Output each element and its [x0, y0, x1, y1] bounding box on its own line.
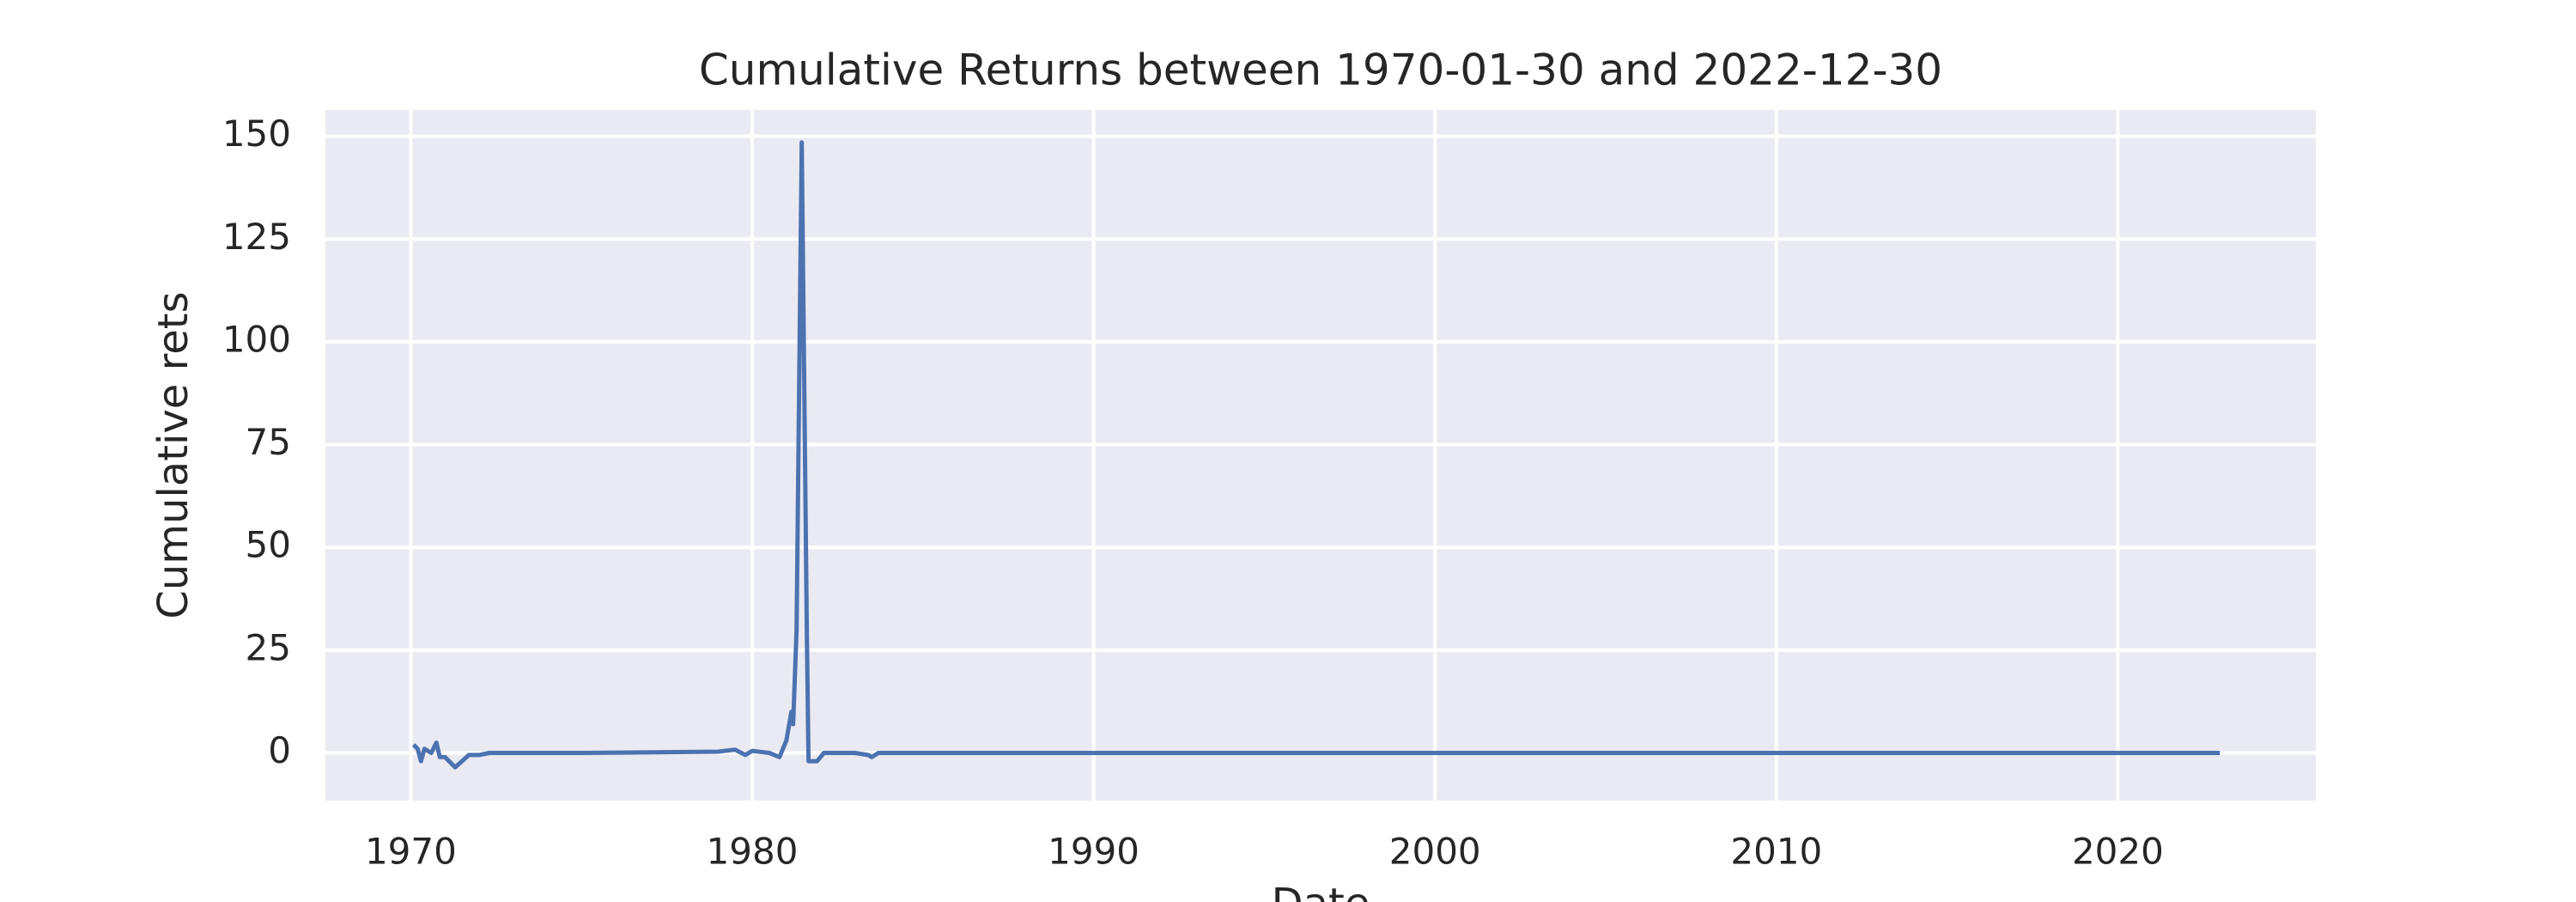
y-tick-label: 25	[246, 626, 291, 668]
y-tick-label: 150	[222, 113, 291, 155]
data-line	[411, 140, 2221, 770]
y-tick-label: 0	[268, 729, 291, 771]
y-tick-label: 125	[222, 216, 291, 258]
y-tick-label: 75	[246, 421, 291, 463]
x-tick-label: 2010	[1730, 831, 1822, 873]
y-tick-label: 100	[222, 318, 291, 360]
x-tick-label: 1990	[1048, 831, 1139, 873]
plot-background	[325, 110, 2316, 801]
chart-title: Cumulative Returns between 1970-01-30 an…	[699, 46, 1942, 95]
x-tick-label: 2000	[1389, 831, 1481, 873]
x-axis-label: Date	[1272, 880, 1370, 902]
y-axis-label: Cumulative rets	[149, 291, 197, 619]
y-tick-label: 50	[246, 524, 291, 566]
x-tick-label: 2020	[2072, 831, 2164, 873]
x-tick-label: 1970	[365, 831, 457, 873]
x-tick-label: 1980	[707, 831, 799, 873]
